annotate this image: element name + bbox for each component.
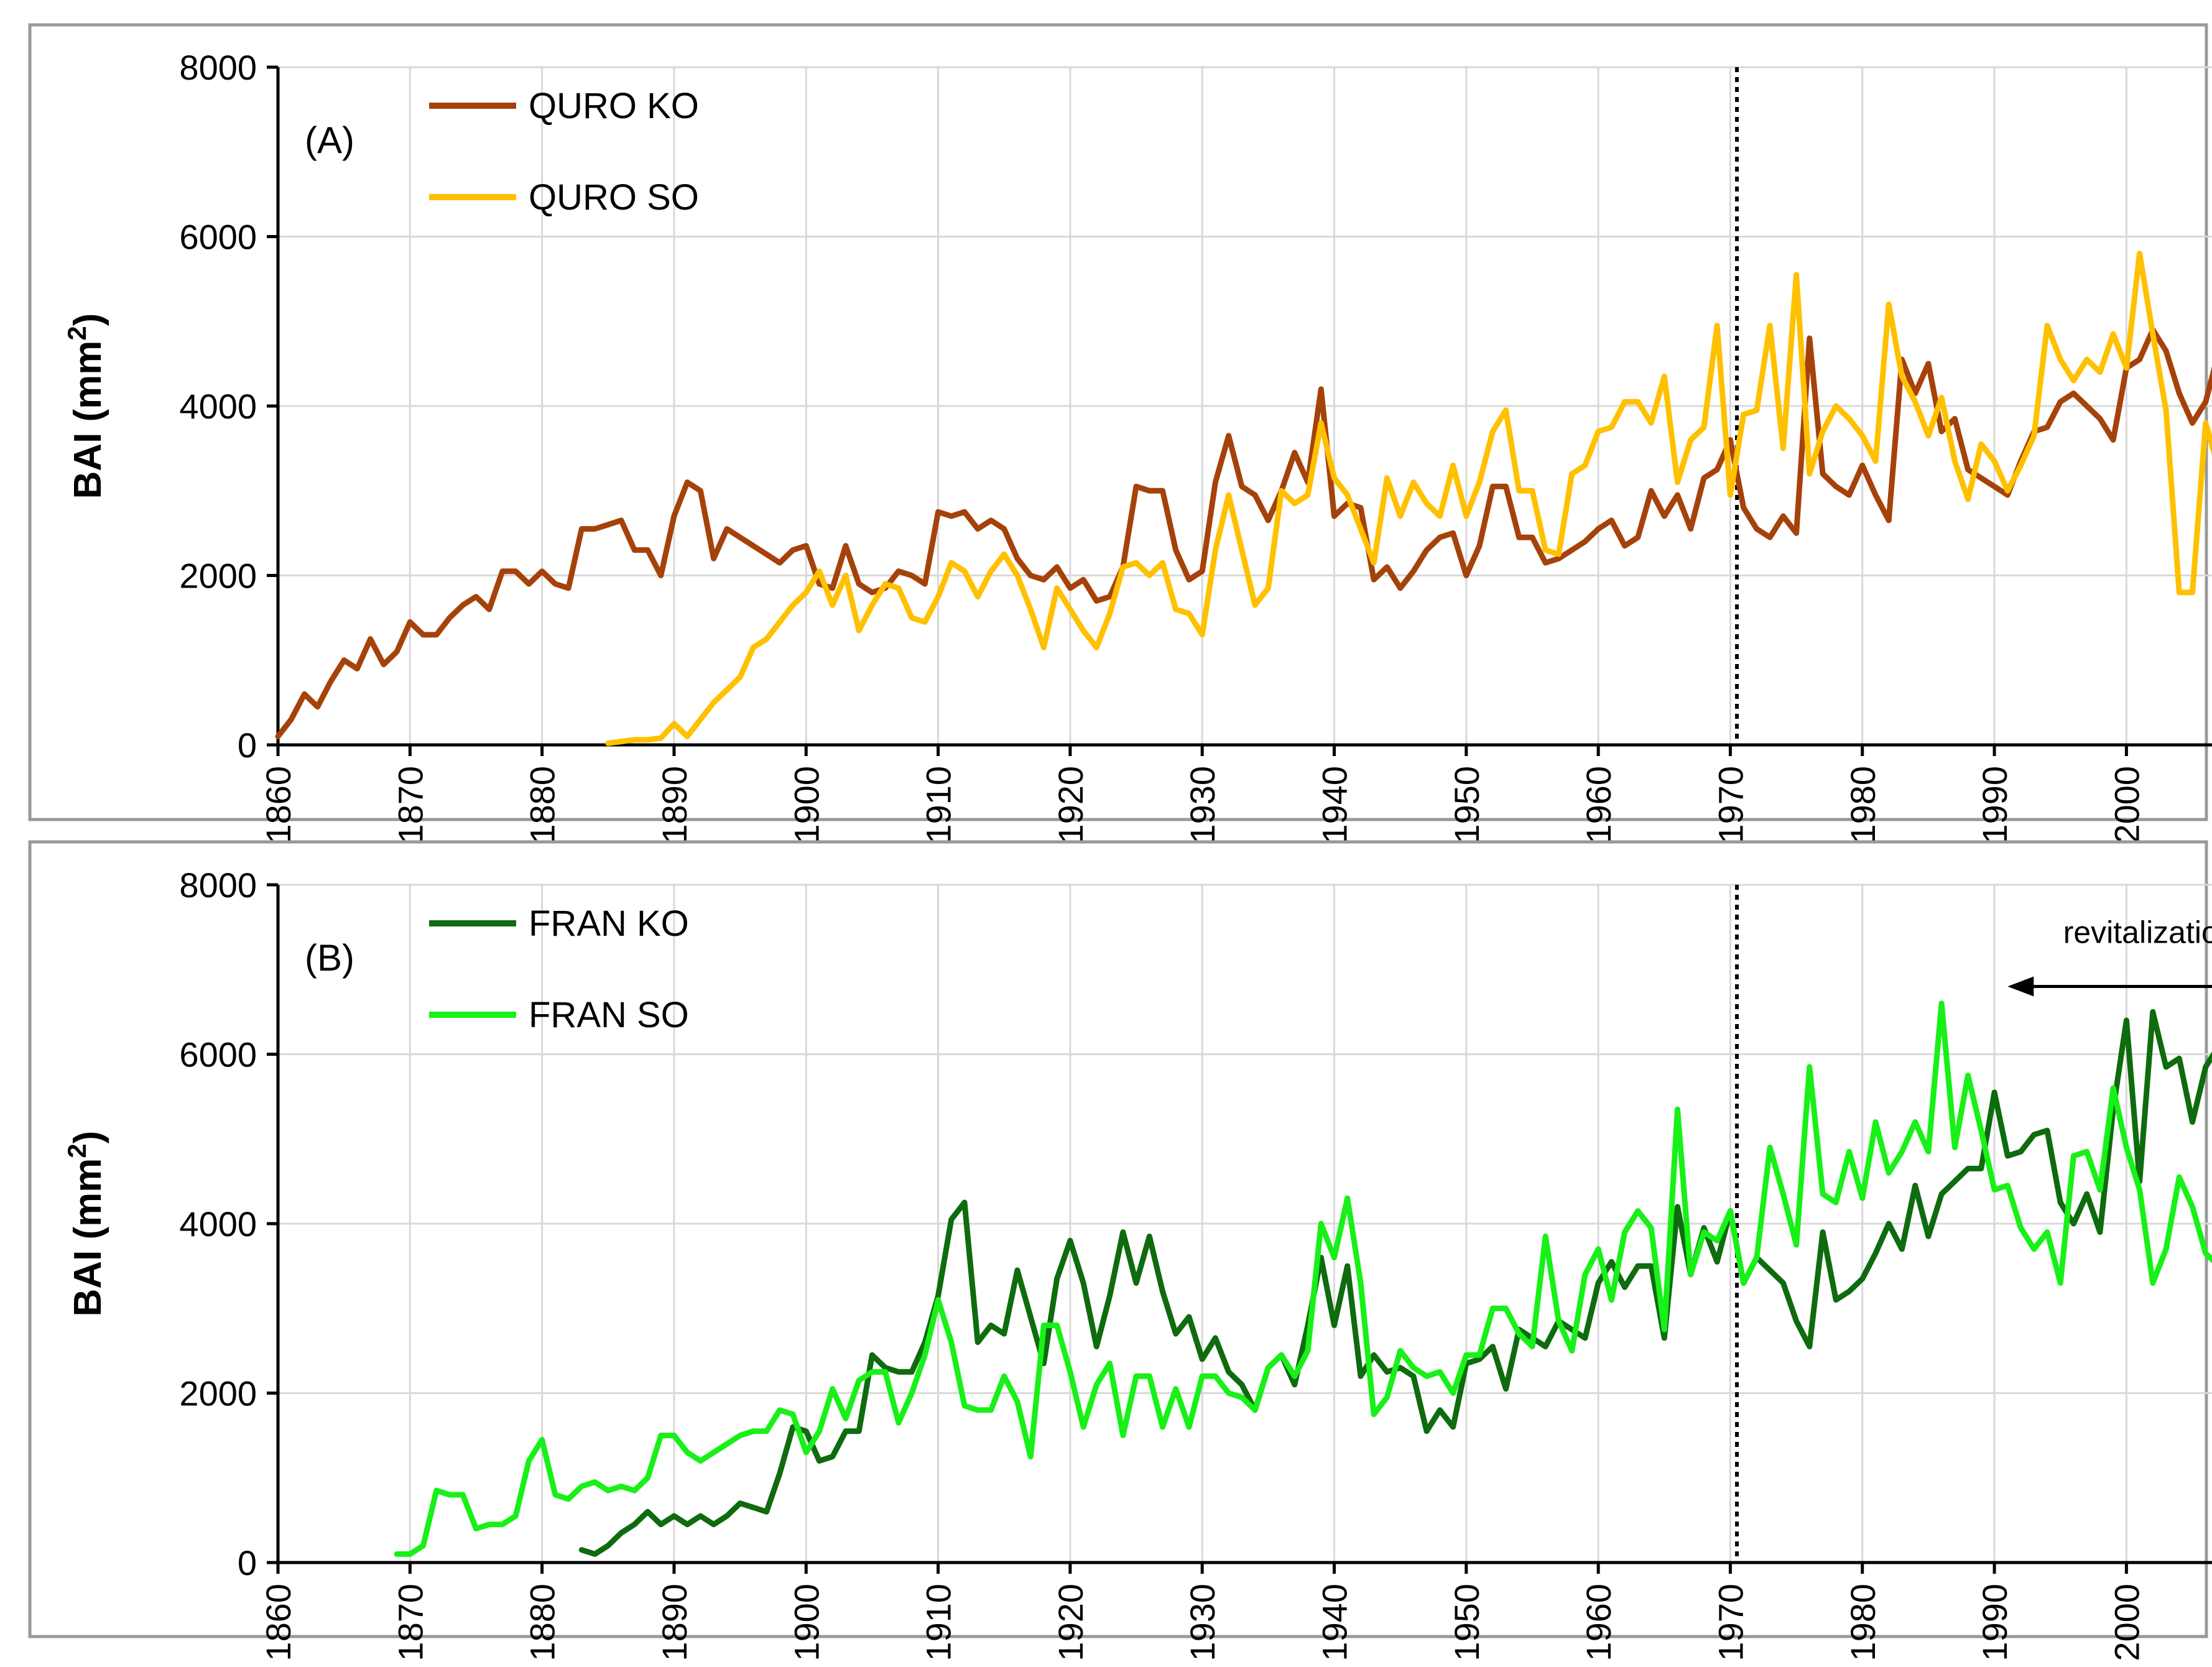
x-tick-label: 1890 bbox=[655, 1584, 694, 1661]
x-tick-label: 2000 bbox=[2107, 1584, 2146, 1661]
y-tick-label: 0 bbox=[238, 1543, 257, 1582]
x-tick-label: 1900 bbox=[787, 1584, 826, 1661]
y-tick-label: 0 bbox=[238, 726, 257, 765]
panel-frame bbox=[28, 23, 2208, 821]
x-tick-label: 1970 bbox=[1711, 1584, 1750, 1661]
y-tick-label: 4000 bbox=[179, 1204, 257, 1244]
panel-label: (A) bbox=[305, 119, 354, 161]
x-tick-label: 2000 bbox=[2107, 766, 2146, 844]
x-tick-label: 1960 bbox=[1579, 766, 1618, 844]
x-tick-label: 1910 bbox=[919, 766, 958, 844]
x-tick-label: 1970 bbox=[1711, 766, 1750, 844]
series-line-quro-ko bbox=[275, 326, 2212, 739]
x-tick-label: 1910 bbox=[919, 1584, 958, 1661]
x-tick-label: 1930 bbox=[1183, 766, 1222, 844]
legend-label: FRAN KO bbox=[529, 903, 689, 944]
panel-0: 0 2000 4000 6000 8000 1860 1870 1880 1890 1900 191… bbox=[28, 23, 2212, 844]
series-line-fran-ko bbox=[578, 1009, 2212, 1557]
x-tick-label: 1950 bbox=[1447, 1584, 1486, 1661]
x-tick-label: 1870 bbox=[391, 766, 430, 844]
y-axis-title: BAI (mm2) bbox=[62, 313, 109, 499]
y-tick-label: 6000 bbox=[179, 1035, 257, 1074]
x-tick-label: 1990 bbox=[1975, 1584, 2014, 1661]
x-tick-label: 1880 bbox=[523, 766, 562, 844]
panel-frame bbox=[28, 840, 2208, 1638]
y-tick-label: 2000 bbox=[179, 1374, 257, 1413]
x-tick-label: 1940 bbox=[1315, 766, 1354, 844]
annotation-text: revitalization in KO bbox=[2063, 915, 2212, 950]
x-tick-label: 1920 bbox=[1051, 1584, 1090, 1661]
y-tick-label: 8000 bbox=[179, 48, 257, 87]
x-tick-label: 1870 bbox=[391, 1584, 430, 1661]
y-axis-title: BAI (mm2) bbox=[62, 1131, 109, 1317]
legend-label: QURO KO bbox=[529, 86, 699, 126]
x-tick-label: 1960 bbox=[1579, 1584, 1618, 1661]
y-tick-label: 2000 bbox=[179, 556, 257, 596]
x-tick-label: 1900 bbox=[787, 766, 826, 844]
panel-1: 0 2000 4000 6000 8000 1860 1870 1880 1890 1900 191… bbox=[28, 840, 2212, 1661]
x-tick-label: 1930 bbox=[1183, 1584, 1222, 1661]
x-tick-label: 1980 bbox=[1843, 766, 1882, 844]
series-line-quro-so bbox=[605, 251, 2212, 746]
legend-label: FRAN SO bbox=[529, 995, 689, 1035]
legend-label: QURO SO bbox=[529, 177, 699, 218]
panel-label: (B) bbox=[305, 937, 354, 979]
y-tick-label: 8000 bbox=[179, 866, 257, 905]
x-tick-label: 1880 bbox=[523, 1584, 562, 1661]
x-tick-label: 1860 bbox=[259, 1584, 298, 1661]
x-tick-label: 1990 bbox=[1975, 766, 2014, 844]
y-tick-label: 6000 bbox=[179, 218, 257, 257]
x-tick-label: 1940 bbox=[1315, 1584, 1354, 1661]
x-tick-label: 1980 bbox=[1843, 1584, 1882, 1661]
y-tick-label: 4000 bbox=[179, 387, 257, 426]
annotation-arrowhead-left bbox=[2007, 976, 2034, 997]
series-line-fran-so bbox=[394, 1000, 2212, 1557]
x-tick-label: 1920 bbox=[1051, 766, 1090, 844]
x-tick-label: 1950 bbox=[1447, 766, 1486, 844]
x-tick-label: 1860 bbox=[259, 766, 298, 844]
x-tick-label: 1890 bbox=[655, 766, 694, 844]
